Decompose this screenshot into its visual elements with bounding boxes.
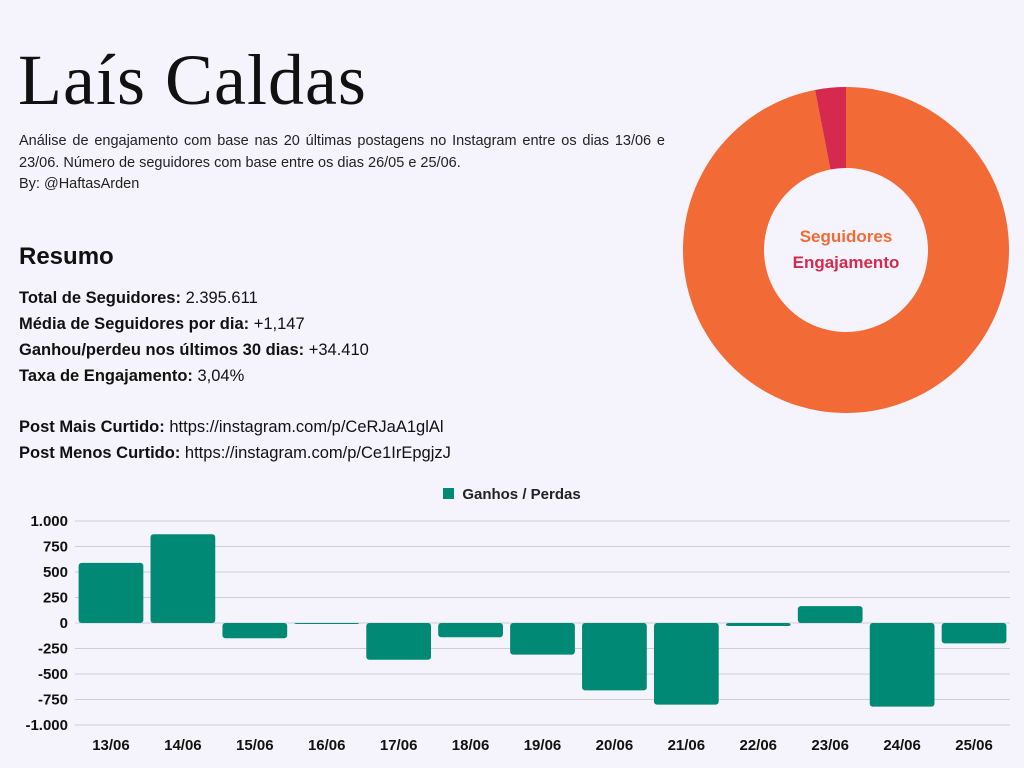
stat-ganhou-perdeu: Ganhou/perdeu nos últimos 30 dias: +34.4… — [19, 337, 369, 363]
page-title: Laís Caldas — [18, 40, 367, 120]
donut-label-engajamento: Engajamento — [792, 253, 900, 272]
link-label: Post Mais Curtido: — [19, 418, 165, 436]
post-menos-curtido: Post Menos Curtido: https://instagram.co… — [19, 440, 451, 466]
bar-18-06 — [438, 623, 503, 638]
stat-label: Taxa de Engajamento: — [19, 367, 193, 385]
x-tick-label: 21/06 — [668, 737, 706, 754]
legend-swatch — [443, 488, 455, 499]
byline: By: @HaftasArden — [19, 176, 140, 192]
y-tick-label: 0 — [60, 615, 68, 632]
x-tick-label: 17/06 — [380, 737, 418, 754]
y-tick-label: 250 — [43, 590, 68, 607]
y-tick-label: 1.000 — [30, 513, 68, 530]
stat-label: Total de Seguidores: — [19, 289, 181, 307]
link-label: Post Menos Curtido: — [19, 444, 181, 462]
x-tick-label: 15/06 — [236, 737, 274, 754]
x-tick-label: 24/06 — [883, 737, 921, 754]
post-links: Post Mais Curtido: https://instagram.com… — [19, 414, 451, 466]
bar-20-06 — [582, 623, 647, 691]
x-tick-label: 13/06 — [92, 737, 130, 754]
x-tick-label: 23/06 — [811, 737, 849, 754]
resumo-heading: Resumo — [19, 243, 114, 270]
donut-slice-engajamento — [815, 87, 846, 170]
x-tick-label: 18/06 — [452, 737, 490, 754]
bar-21-06 — [653, 623, 719, 705]
y-tick-label: -750 — [38, 692, 68, 709]
description: Análise de engajamento com base nas 20 ú… — [19, 133, 665, 171]
donut-slice-seguidores — [683, 87, 1009, 413]
stats-list: Total de Seguidores: 2.395.611 Média de … — [19, 285, 369, 389]
stat-label: Média de Seguidores por dia: — [19, 315, 250, 333]
donut-chart-container: Seguidores Engajamento — [682, 86, 1010, 414]
bar-19-06 — [510, 623, 575, 655]
stat-value: 3,04% — [197, 367, 245, 385]
stat-total-seguidores: Total de Seguidores: 2.395.611 — [19, 285, 369, 311]
bar-chart-legend: Ganhos / Perdas — [0, 486, 1024, 503]
x-tick-label: 20/06 — [596, 737, 634, 754]
stat-value: +1,147 — [253, 315, 305, 333]
x-tick-label: 25/06 — [955, 737, 993, 754]
bar-16-06 — [294, 623, 360, 625]
y-tick-label: -1.000 — [25, 717, 68, 734]
y-tick-label: -250 — [38, 641, 68, 658]
bar-23-06 — [797, 606, 863, 623]
bar-chart: 1.000 750 500 250 0 -250 -500 -750 -1.000 13/06 14… — [25, 513, 1010, 754]
y-tick-label: -500 — [38, 666, 68, 683]
donut-label-seguidores: Seguidores — [799, 227, 893, 246]
bar-25-06 — [941, 623, 1007, 644]
x-tick-label: 16/06 — [308, 737, 346, 754]
stat-media-seguidores: Média de Seguidores por dia: +1,147 — [19, 311, 369, 337]
stat-label: Ganhou/perdeu nos últimos 30 dias: — [19, 341, 305, 359]
bar-22-06 — [725, 623, 791, 627]
y-tick-label: 500 — [43, 564, 68, 581]
post-mais-curtido: Post Mais Curtido: https://instagram.com… — [19, 414, 451, 440]
bar-14-06 — [150, 534, 216, 623]
post-link[interactable]: https://instagram.com/p/Ce1IrEpgjzJ — [184, 444, 451, 462]
donut-chart — [683, 87, 1009, 413]
post-link[interactable]: https://instagram.com/p/CeRJaA1glAl — [169, 418, 444, 436]
x-tick-label: 14/06 — [164, 737, 202, 754]
bar-17-06 — [366, 623, 432, 660]
bar-15-06 — [222, 623, 288, 639]
stat-taxa-engajamento: Taxa de Engajamento: 3,04% — [19, 363, 369, 389]
bar-24-06 — [869, 623, 935, 707]
stat-value: 2.395.611 — [185, 289, 258, 307]
legend-label: Ganhos / Perdas — [462, 486, 581, 503]
x-tick-label: 19/06 — [524, 737, 562, 754]
x-tick-label: 22/06 — [739, 737, 777, 754]
y-tick-label: 750 — [43, 539, 68, 556]
bar-13-06 — [78, 562, 144, 623]
stat-value: +34.410 — [308, 341, 369, 359]
